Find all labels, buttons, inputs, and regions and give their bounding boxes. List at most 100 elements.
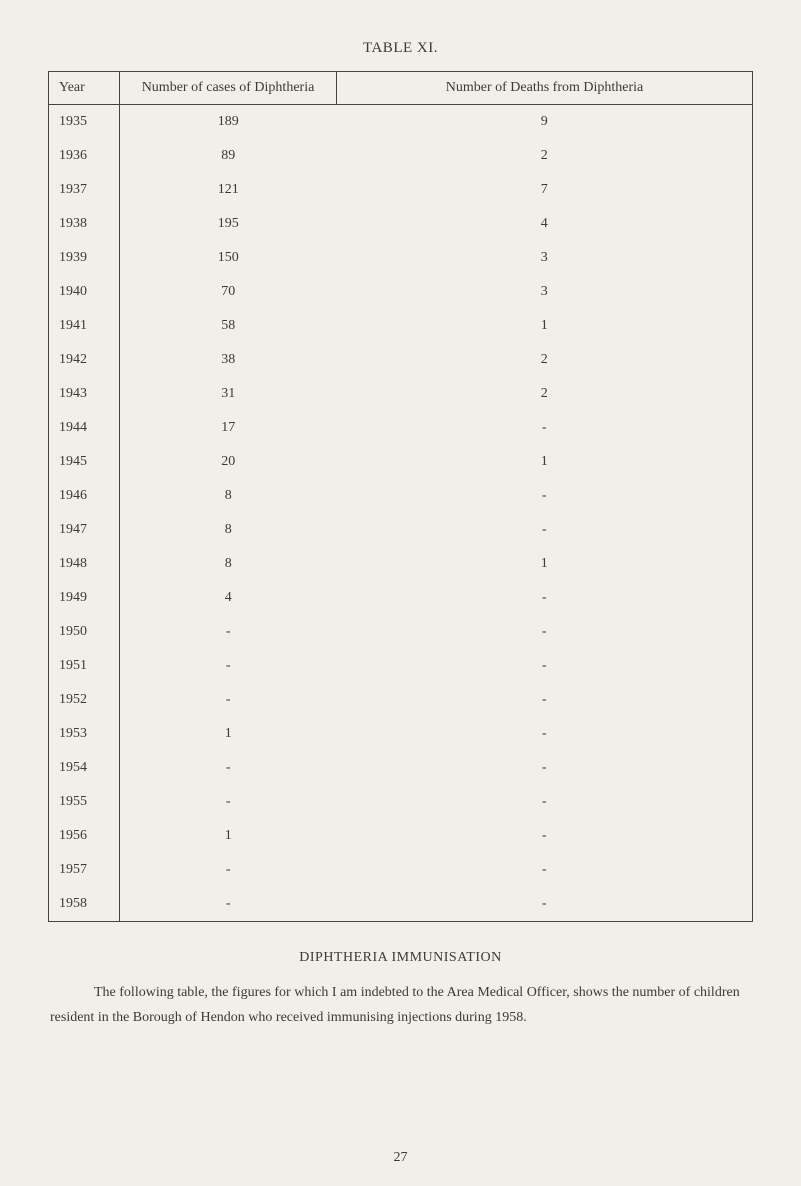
cell-year: 1958 <box>49 887 120 922</box>
cell-deaths: - <box>337 683 753 717</box>
cell-cases: 8 <box>120 547 337 581</box>
table-row: 19381954 <box>49 207 753 241</box>
cell-year: 1949 <box>49 581 120 615</box>
table-row: 1954-- <box>49 751 753 785</box>
cell-deaths: 3 <box>337 241 753 275</box>
cell-deaths: - <box>337 717 753 751</box>
header-deaths: Number of Deaths from Diphtheria <box>337 72 753 105</box>
cell-year: 1940 <box>49 275 120 309</box>
cell-deaths: 4 <box>337 207 753 241</box>
table-row: 1957-- <box>49 853 753 887</box>
table-row: 1943312 <box>49 377 753 411</box>
cell-deaths: 2 <box>337 377 753 411</box>
cell-deaths: - <box>337 785 753 819</box>
cell-year: 1952 <box>49 683 120 717</box>
table-row: 1951-- <box>49 649 753 683</box>
cell-year: 1957 <box>49 853 120 887</box>
cell-deaths: - <box>337 479 753 513</box>
cell-cases: 150 <box>120 241 337 275</box>
cell-deaths: - <box>337 513 753 547</box>
cell-deaths: - <box>337 581 753 615</box>
cell-cases: 89 <box>120 139 337 173</box>
page-number: 27 <box>48 1150 753 1166</box>
cell-cases: 8 <box>120 513 337 547</box>
cell-deaths: - <box>337 615 753 649</box>
table-row: 19351899 <box>49 105 753 140</box>
cell-year: 1953 <box>49 717 120 751</box>
cell-cases: - <box>120 615 337 649</box>
section-title: DIPHTHERIA IMMUNISATION <box>48 950 753 966</box>
cell-year: 1936 <box>49 139 120 173</box>
cell-year: 1944 <box>49 411 120 445</box>
cell-deaths: - <box>337 649 753 683</box>
cell-cases: - <box>120 649 337 683</box>
table-row: 1941581 <box>49 309 753 343</box>
table-row: 1958-- <box>49 887 753 922</box>
table-row: 1936892 <box>49 139 753 173</box>
table-row: 1950-- <box>49 615 753 649</box>
cell-cases: 189 <box>120 105 337 140</box>
cell-year: 1937 <box>49 173 120 207</box>
cell-cases: - <box>120 887 337 922</box>
cell-cases: 4 <box>120 581 337 615</box>
table-row: 19531- <box>49 717 753 751</box>
cell-deaths: 7 <box>337 173 753 207</box>
cell-year: 1950 <box>49 615 120 649</box>
table-row: 194417- <box>49 411 753 445</box>
cell-cases: 8 <box>120 479 337 513</box>
table-row: 19561- <box>49 819 753 853</box>
cell-cases: - <box>120 785 337 819</box>
cell-deaths: - <box>337 887 753 922</box>
table-row: 194881 <box>49 547 753 581</box>
cell-cases: 1 <box>120 717 337 751</box>
cell-year: 1935 <box>49 105 120 140</box>
cell-deaths: - <box>337 853 753 887</box>
cell-year: 1938 <box>49 207 120 241</box>
cell-year: 1955 <box>49 785 120 819</box>
cell-year: 1956 <box>49 819 120 853</box>
diphtheria-table: Year Number of cases of Diphtheria Numbe… <box>48 71 753 922</box>
cell-deaths: 1 <box>337 547 753 581</box>
cell-cases: 17 <box>120 411 337 445</box>
document-page: TABLE XI. Year Number of cases of Diphth… <box>0 0 801 1186</box>
table-row: 19391503 <box>49 241 753 275</box>
cell-year: 1951 <box>49 649 120 683</box>
cell-deaths: - <box>337 411 753 445</box>
cell-cases: 121 <box>120 173 337 207</box>
cell-cases: 31 <box>120 377 337 411</box>
table-row: 19478- <box>49 513 753 547</box>
cell-cases: 20 <box>120 445 337 479</box>
cell-deaths: - <box>337 751 753 785</box>
table-row: 1952-- <box>49 683 753 717</box>
table-row: 1940703 <box>49 275 753 309</box>
table-row: 1945201 <box>49 445 753 479</box>
header-cases: Number of cases of Diphtheria <box>120 72 337 105</box>
cell-deaths: 2 <box>337 343 753 377</box>
table-row: 1942382 <box>49 343 753 377</box>
cell-cases: 70 <box>120 275 337 309</box>
table-row: 1955-- <box>49 785 753 819</box>
table-header-row: Year Number of cases of Diphtheria Numbe… <box>49 72 753 105</box>
table-row: 19371217 <box>49 173 753 207</box>
cell-cases: 1 <box>120 819 337 853</box>
cell-year: 1939 <box>49 241 120 275</box>
cell-deaths: 2 <box>337 139 753 173</box>
cell-year: 1943 <box>49 377 120 411</box>
cell-year: 1945 <box>49 445 120 479</box>
cell-cases: 38 <box>120 343 337 377</box>
table-title: TABLE XI. <box>48 40 753 57</box>
cell-year: 1947 <box>49 513 120 547</box>
table-row: 19468- <box>49 479 753 513</box>
cell-deaths: 3 <box>337 275 753 309</box>
section-paragraph: The following table, the figures for whi… <box>50 980 751 1030</box>
cell-year: 1954 <box>49 751 120 785</box>
cell-year: 1946 <box>49 479 120 513</box>
cell-cases: - <box>120 853 337 887</box>
cell-deaths: 9 <box>337 105 753 140</box>
header-year: Year <box>49 72 120 105</box>
cell-year: 1941 <box>49 309 120 343</box>
cell-year: 1942 <box>49 343 120 377</box>
cell-cases: 195 <box>120 207 337 241</box>
cell-deaths: 1 <box>337 445 753 479</box>
table-row: 19494- <box>49 581 753 615</box>
